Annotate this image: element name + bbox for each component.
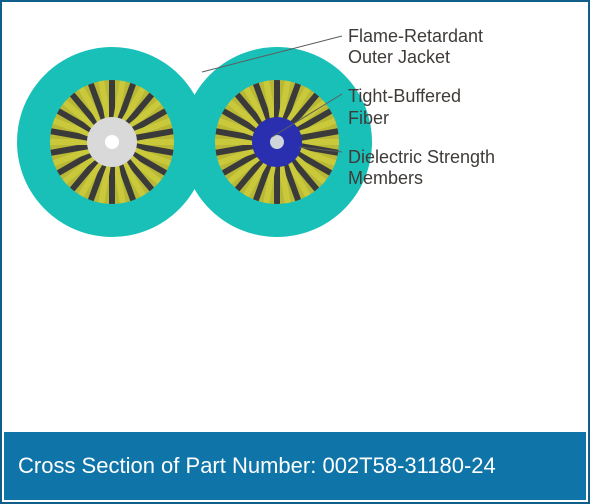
fiber-core-1 — [270, 135, 284, 149]
part-number: 002T58-31180-24 — [322, 453, 495, 478]
outer-frame: Flame-RetardantOuter Jacket Tight-Buffer… — [0, 0, 590, 504]
fiber-core-0 — [105, 135, 119, 149]
label-strength-members: Dielectric StrengthMembers — [348, 147, 495, 189]
callout-labels: Flame-RetardantOuter Jacket Tight-Buffer… — [348, 26, 495, 207]
footer-bar: Cross Section of Part Number: 002T58-311… — [4, 432, 586, 500]
label-outer-jacket: Flame-RetardantOuter Jacket — [348, 26, 495, 68]
label-tight-buffered-fiber: Tight-BufferedFiber — [348, 86, 495, 128]
footer-text: Cross Section of Part Number: 002T58-311… — [18, 453, 496, 479]
diagram-area: Flame-RetardantOuter Jacket Tight-Buffer… — [2, 2, 588, 432]
